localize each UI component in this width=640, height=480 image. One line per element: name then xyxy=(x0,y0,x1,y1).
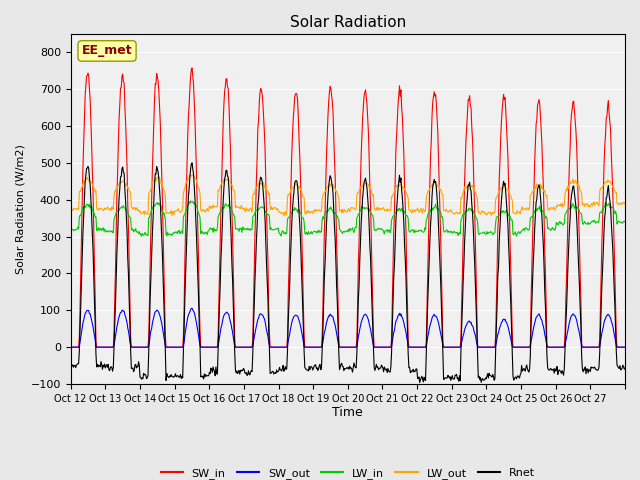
SW_out xyxy=(406,344,413,350)
SW_out xyxy=(188,305,196,311)
Title: Solar Radiation: Solar Radiation xyxy=(290,15,406,30)
Text: EE_met: EE_met xyxy=(82,45,132,58)
LW_out xyxy=(67,206,74,212)
Line: SW_out: SW_out xyxy=(70,308,625,347)
LW_in xyxy=(67,226,74,232)
Rnet xyxy=(416,380,424,385)
LW_in xyxy=(438,214,445,220)
LW_in xyxy=(262,209,270,215)
SW_out xyxy=(621,344,629,350)
LW_out xyxy=(621,201,629,207)
LW_in xyxy=(621,219,629,225)
SW_in xyxy=(132,344,140,350)
LW_in xyxy=(132,226,140,231)
LW_out xyxy=(284,195,291,201)
SW_out xyxy=(437,331,445,337)
LW_out xyxy=(438,189,445,195)
Rnet xyxy=(67,362,74,368)
Line: LW_in: LW_in xyxy=(70,201,625,237)
SW_in xyxy=(234,344,242,350)
LW_in xyxy=(284,217,291,223)
Rnet xyxy=(132,361,140,367)
SW_in xyxy=(621,344,629,350)
Rnet xyxy=(438,302,445,308)
SW_in xyxy=(67,344,74,350)
Rnet xyxy=(283,366,291,372)
Line: LW_out: LW_out xyxy=(70,175,625,216)
SW_in xyxy=(283,344,291,350)
X-axis label: Time: Time xyxy=(332,407,364,420)
LW_out xyxy=(186,172,194,178)
LW_out xyxy=(132,207,140,213)
LW_out xyxy=(406,207,414,213)
Rnet xyxy=(621,365,629,371)
LW_out xyxy=(262,183,269,189)
SW_in xyxy=(437,237,445,242)
LW_in xyxy=(406,229,414,235)
Rnet xyxy=(188,160,196,166)
Line: Rnet: Rnet xyxy=(70,163,625,383)
Rnet xyxy=(406,364,413,370)
Line: SW_in: SW_in xyxy=(70,68,625,347)
SW_out xyxy=(283,344,291,350)
SW_out xyxy=(234,344,242,350)
SW_in xyxy=(262,180,269,185)
SW_out xyxy=(67,344,74,350)
SW_in xyxy=(406,344,413,350)
SW_in xyxy=(188,65,196,71)
SW_out xyxy=(262,323,269,329)
LW_out xyxy=(280,213,288,219)
LW_in xyxy=(138,234,145,240)
LW_in xyxy=(187,198,195,204)
LW_out xyxy=(234,204,242,210)
LW_in xyxy=(236,228,243,234)
Legend: SW_in, SW_out, LW_in, LW_out, Rnet: SW_in, SW_out, LW_in, LW_out, Rnet xyxy=(156,464,540,480)
SW_out xyxy=(132,344,140,350)
Rnet xyxy=(234,369,242,375)
Rnet xyxy=(262,240,269,246)
Y-axis label: Solar Radiation (W/m2): Solar Radiation (W/m2) xyxy=(15,144,25,274)
